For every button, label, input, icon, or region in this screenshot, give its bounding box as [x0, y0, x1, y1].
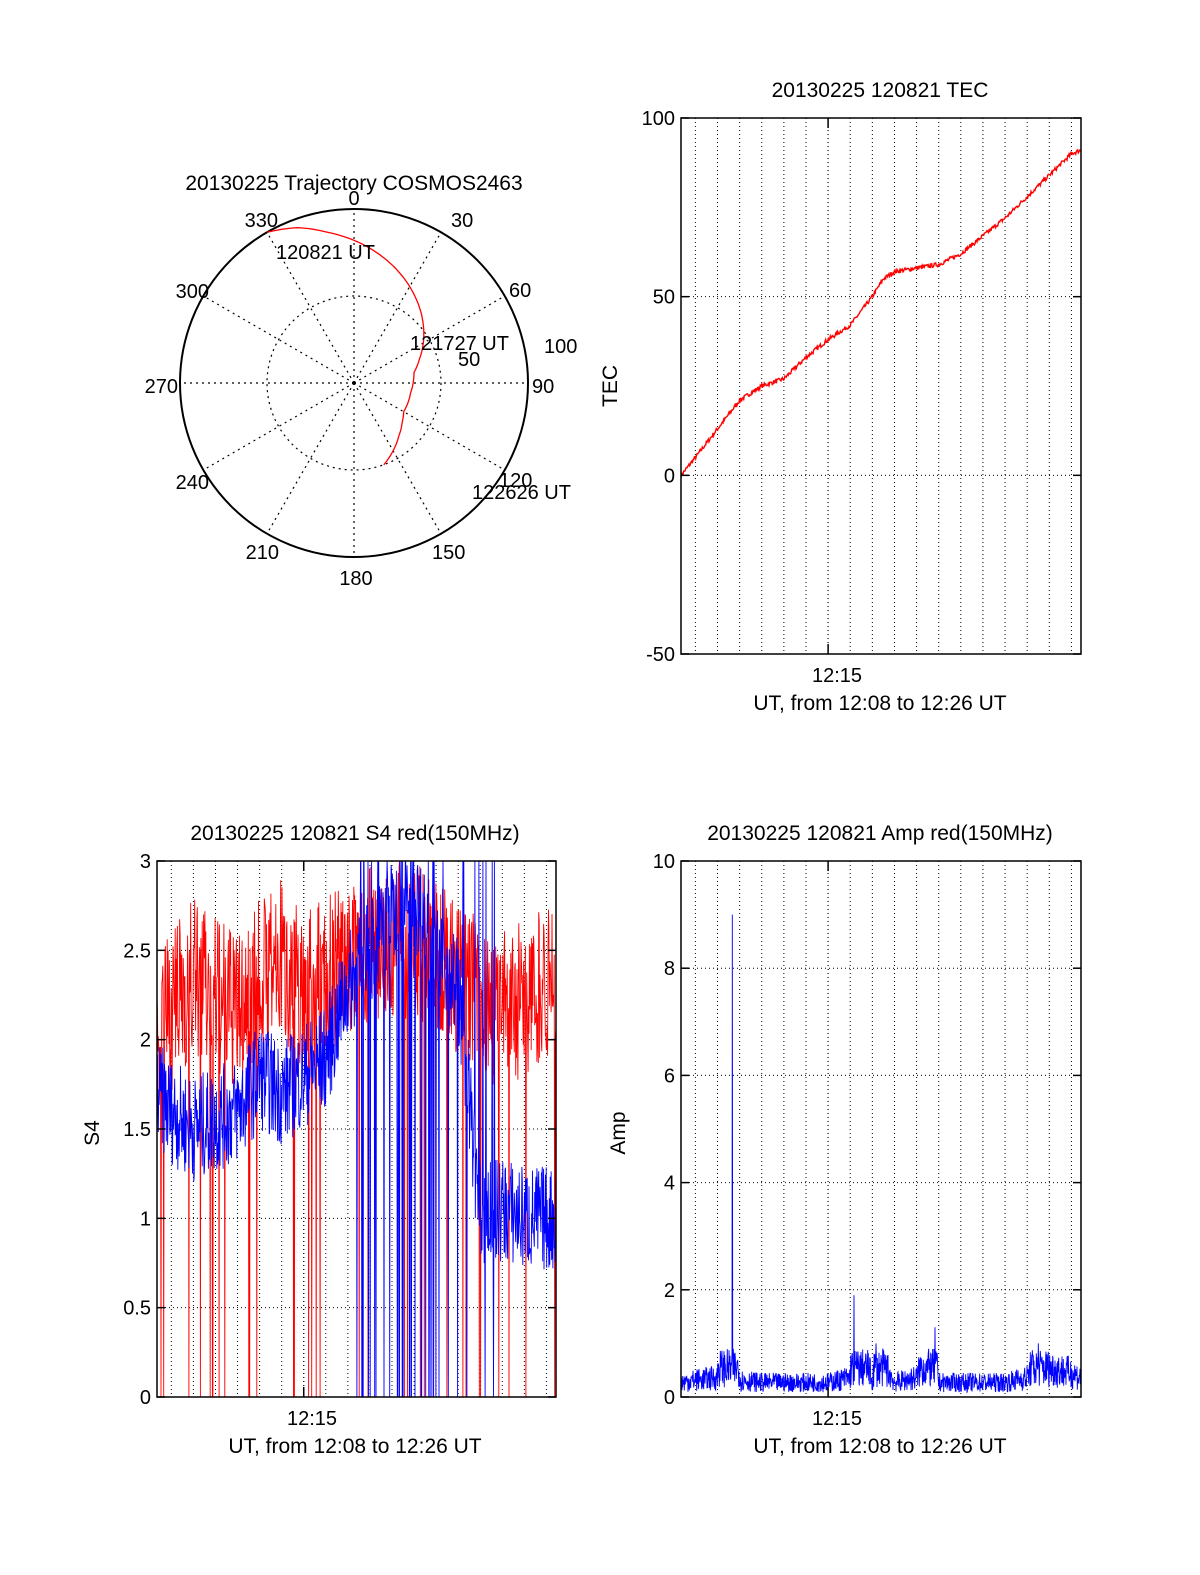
polar-azimuth-tick: 330 [245, 210, 278, 232]
amp-y-tick-label: 6 [664, 1065, 675, 1087]
tec-y-ticks: -50 0 50 100 [642, 108, 1081, 666]
s4-y-tick-label: 3 [140, 851, 151, 873]
polar-azimuth-tick: 180 [339, 568, 372, 590]
tec-y-tick-label: 0 [664, 465, 675, 487]
polar-spoke [353, 295, 505, 384]
amp-y-tick-label: 0 [664, 1387, 675, 1409]
s4-y-ticks: 0 0.5 1 1.5 2 2.5 3 [123, 851, 556, 1409]
s4-y-axis-label: S4 [81, 1120, 104, 1146]
polar-azimuth-tick: 300 [176, 281, 209, 303]
polar-azimuth-tick: 240 [176, 472, 209, 494]
tec-plot-frame [680, 117, 1082, 655]
s4-line-red [156, 861, 557, 1398]
polar-radial-tick: 100 [544, 336, 577, 358]
amp-y-tick-label: 2 [664, 1280, 675, 1302]
amp-chart: 20130225 120821 Amp red(150MHz) 0246810 … [607, 822, 1082, 1458]
tec-title: 20130225 120821 TEC [772, 79, 989, 102]
s4-y-tick-label: 1 [140, 1208, 151, 1230]
polar-azimuth-tick: 30 [451, 210, 473, 232]
amp-series [680, 914, 1082, 1394]
amp-y-tick-label: 4 [664, 1173, 675, 1195]
s4-y-tick-label: 2 [140, 1030, 151, 1052]
amp-grid [681, 861, 1081, 1397]
polar-trajectory-series [266, 227, 425, 466]
polar-grid [179, 208, 529, 558]
polar-spoke [266, 382, 355, 534]
polar-azimuth-tick: 150 [432, 542, 465, 564]
polar-annotation-end: 122626 UT [472, 482, 571, 504]
amp-y-tick-label: 8 [664, 958, 675, 980]
tec-y-tick-label: 100 [642, 108, 675, 130]
s4-title: 20130225 120821 S4 red(150MHz) [190, 822, 519, 845]
amp-x-axis-label: UT, from 12:08 to 12:26 UT [753, 1435, 1006, 1458]
polar-azimuth-tick: 60 [509, 280, 531, 302]
s4-chart: 20130225 120821 S4 red(150MHz) 0 0.5 1 1.5 2… [81, 822, 557, 1458]
polar-spoke [266, 232, 355, 384]
polar-radial-tick: 50 [458, 349, 480, 371]
polar-trajectory-line [266, 227, 425, 466]
tec-y-tick-label: 50 [653, 287, 675, 309]
polar-annotation-start: 120821 UT [276, 242, 375, 264]
tec-grid [681, 118, 1081, 654]
tec-x-axis-label: UT, from 12:08 to 12:26 UT [753, 692, 1006, 715]
polar-azimuth-tick: 210 [246, 542, 279, 564]
polar-spoke [353, 382, 505, 471]
polar-tick-labels: 0 30 60 90 120 150 180 210 240 270 300 330 50 100 [145, 188, 578, 590]
s4-y-tick-label: 1.5 [123, 1119, 151, 1141]
s4-y-tick-label: 0.5 [123, 1298, 151, 1320]
polar-azimuth-tick: 270 [145, 376, 178, 398]
polar-azimuth-tick: 0 [348, 188, 359, 210]
polar-spoke [353, 382, 442, 534]
tec-y-axis-label: TEC [599, 365, 622, 407]
polar-spoke [203, 382, 355, 471]
amp-y-ticks: 0 2 4 6 8 10 [653, 851, 1081, 1409]
polar-azimuth-tick: 120 [499, 470, 532, 492]
s4-x-tick-label: 12:15 [287, 1408, 337, 1430]
polar-spoke [353, 232, 442, 384]
polar-spoke [203, 295, 355, 384]
tec-line [680, 148, 1082, 478]
amp-title: 20130225 120821 Amp red(150MHz) [707, 822, 1053, 845]
s4-x-axis-label: UT, from 12:08 to 12:26 UT [228, 1435, 481, 1458]
tec-series [680, 148, 1082, 478]
polar-annotation-mid: 121727 UT [410, 333, 509, 355]
polar-azimuth-tick: 90 [532, 376, 554, 398]
amp-y-axis-label: Amp [607, 1111, 630, 1154]
polar-chart: 20130225 Trajectory COSMOS2463 0 30 60 90 12… [145, 172, 578, 590]
s4-line-blue [156, 860, 557, 1398]
tec-y-tick-label: -50 [646, 644, 675, 666]
polar-title: 20130225 Trajectory COSMOS2463 [185, 172, 522, 195]
s4-y-tick-label: 2.5 [123, 940, 151, 962]
amp-x-tick-label: 12:15 [812, 1408, 862, 1430]
tec-chart: 20130225 120821 TEC -50 0 50 100 12:15 UT, … [599, 79, 1082, 715]
polar-outer-ring [179, 208, 529, 558]
amp-plot-frame [680, 860, 1082, 1398]
s4-series [156, 860, 557, 1398]
s4-y-tick-label: 0 [140, 1387, 151, 1409]
tec-x-tick-label: 12:15 [812, 665, 862, 687]
amp-y-tick-label: 10 [653, 851, 675, 873]
amp-line [680, 914, 1082, 1394]
polar-ring-50 [266, 295, 442, 471]
